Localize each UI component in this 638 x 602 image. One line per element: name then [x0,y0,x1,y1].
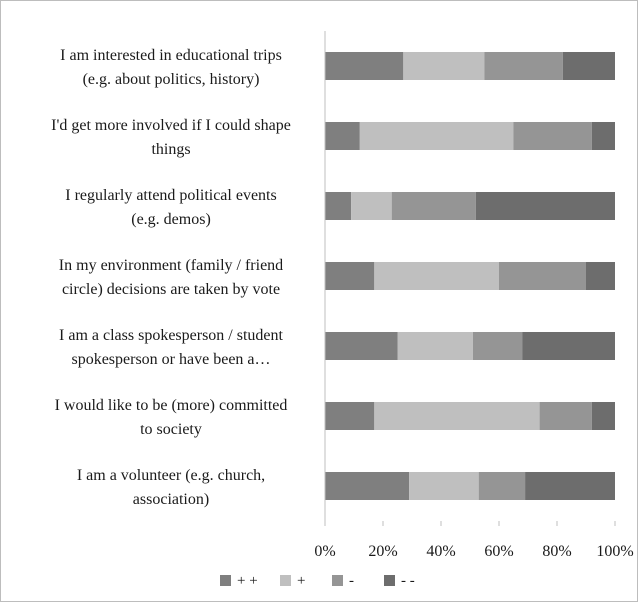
category-labels: I am interested in educational trips (e.g… [51,47,291,508]
bar-segment-3 [591,122,615,150]
legend: + + + - - - [220,573,415,589]
bar-segment-3 [475,192,615,220]
legend-swatch [332,575,343,586]
bar-segment-3 [522,332,615,360]
legend-label: - [349,573,354,589]
category-label: things [151,141,190,158]
bars [325,52,615,500]
bar-segment-1 [409,472,479,500]
x-tick-label: 40% [426,543,455,560]
category-label: to society [140,421,202,438]
x-tick-label: 60% [484,543,513,560]
category-label: (e.g. about politics, history) [83,71,260,88]
legend-swatch [220,575,231,586]
legend-swatch [280,575,291,586]
x-tick-label: 80% [542,543,571,560]
legend-swatch [384,575,395,586]
bar-segment-2 [539,402,592,430]
bar-segment-2 [499,262,586,290]
bar-segment-1 [397,332,473,360]
bar-segment-0 [325,52,404,80]
bar-segment-1 [403,52,485,80]
category-label: I would like to be (more) committed [55,397,288,414]
bar-segment-3 [525,472,615,500]
bar-segment-2 [391,192,476,220]
bar-segment-0 [325,332,398,360]
bar-segment-0 [325,122,360,150]
bar-segment-3 [562,52,615,80]
category-label: I regularly attend political events [65,187,276,204]
bar-segment-1 [374,262,499,290]
bar-segment-0 [325,192,352,220]
legend-label: + + [237,573,258,589]
category-label: circle) decisions are taken by vote [62,281,280,298]
bar-segment-2 [478,472,526,500]
category-label: I am a class spokesperson / student [59,327,284,344]
category-label: I am interested in educational trips [60,47,282,64]
x-tick-label: 20% [368,543,397,560]
category-label: I'd get more involved if I could shape [51,117,291,134]
category-label: In my environment (family / friend [59,257,283,274]
category-label: spokesperson or have been a… [71,351,270,368]
category-label: association) [133,491,209,508]
bar-segment-3 [586,262,615,290]
bar-segment-2 [484,52,563,80]
bar-segment-3 [591,402,615,430]
bar-segment-1 [374,402,540,430]
x-tick-label: 100% [596,543,633,560]
legend-label: - - [401,573,415,589]
x-tick-label: 0% [314,543,335,560]
bar-segment-0 [325,472,410,500]
x-axis: 0% 20% 40% 60% 80% 100% [314,31,634,560]
bar-segment-0 [325,402,375,430]
bar-segment-0 [325,262,375,290]
category-label: I am a volunteer (e.g. church, [77,467,265,484]
bar-segment-1 [359,122,514,150]
category-label: (e.g. demos) [131,211,211,228]
bar-segment-2 [472,332,523,360]
bar-segment-1 [351,192,392,220]
bar-segment-2 [513,122,592,150]
legend-label: + [297,573,305,589]
